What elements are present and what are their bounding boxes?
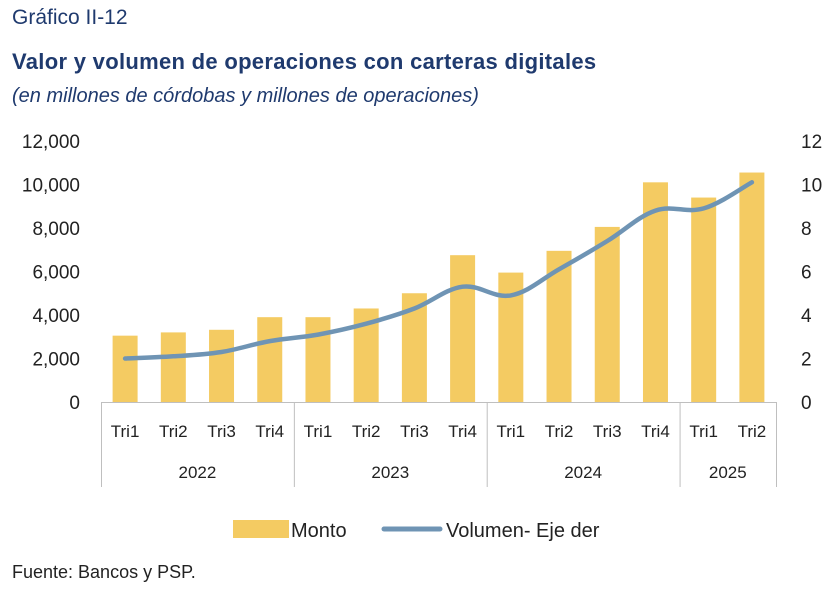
x-group-label: 2022 <box>179 463 217 482</box>
y-axis-left: 0 2,000 4,000 6,000 8,000 10,000 12,000 <box>22 132 80 414</box>
line-series <box>122 180 755 361</box>
x-tick-label: Tri3 <box>207 422 236 441</box>
y-left-tick-label: 12,000 <box>22 132 80 153</box>
chart-subtitle: (en millones de córdobas y millones de o… <box>12 85 479 107</box>
bar-monto <box>642 182 668 402</box>
y-left-tick-label: 8,000 <box>32 219 80 240</box>
bar-monto <box>112 335 138 402</box>
y-right-tick-label: 10 <box>801 176 822 197</box>
y-right-tick-label: 6 <box>801 263 812 284</box>
bar-monto <box>160 332 186 402</box>
x-tick-label: Tri1 <box>111 422 140 441</box>
x-tick-label: Tri4 <box>255 422 284 441</box>
x-tick-label: Tri2 <box>352 422 381 441</box>
x-group-label: 2023 <box>371 463 409 482</box>
x-tick-label: Tri3 <box>593 422 622 441</box>
x-tick-label: Tri2 <box>545 422 574 441</box>
y-left-tick-label: 4,000 <box>32 306 80 327</box>
bar-monto <box>594 226 620 402</box>
bar-monto <box>739 172 765 402</box>
x-group-label: 2024 <box>564 463 602 482</box>
y-right-tick-label: 2 <box>801 350 812 371</box>
x-tick-label: Tri4 <box>641 422 670 441</box>
x-tick-label: Tri1 <box>689 422 718 441</box>
x-tick-label: Tri4 <box>448 422 477 441</box>
legend-label-volumen: Volumen- Eje der <box>446 520 600 542</box>
legend-label-monto: Monto <box>291 520 347 542</box>
y-left-tick-label: 0 <box>69 393 80 414</box>
y-left-tick-label: 6,000 <box>32 263 80 284</box>
source-note: Fuente: Bancos y PSP. <box>12 562 196 582</box>
y-right-tick-label: 0 <box>801 393 812 414</box>
bar-monto <box>209 329 235 402</box>
bar-monto <box>305 317 331 402</box>
bar-monto <box>691 197 717 402</box>
y-right-tick-label: 4 <box>801 306 812 327</box>
y-left-tick-label: 10,000 <box>22 176 80 197</box>
y-left-tick-label: 2,000 <box>32 350 80 371</box>
chart-label: Gráfico II-12 <box>12 6 128 29</box>
x-tick-label: Tri3 <box>400 422 429 441</box>
chart-title: Valor y volumen de operaciones con carte… <box>12 49 597 74</box>
x-group-label: 2025 <box>709 463 747 482</box>
bar-monto <box>450 255 476 402</box>
legend: Monto Volumen- Eje der <box>233 520 600 542</box>
x-tick-label: Tri1 <box>496 422 525 441</box>
x-tick-label: Tri2 <box>159 422 188 441</box>
x-tick-label: Tri1 <box>304 422 333 441</box>
x-tick-label: Tri2 <box>738 422 767 441</box>
line-volumen <box>122 180 755 361</box>
bar-monto <box>257 317 283 402</box>
y-axis-right: 0 2 4 6 8 10 12 <box>801 132 822 414</box>
legend-swatch-monto <box>233 520 289 538</box>
y-right-tick-label: 12 <box>801 132 822 153</box>
x-axis: Tri1 Tri2 Tri3 Tri4 Tri1 Tri2 Tri3 Tri4 Tri1 Tri2… <box>101 402 777 487</box>
y-right-tick-label: 8 <box>801 219 812 240</box>
